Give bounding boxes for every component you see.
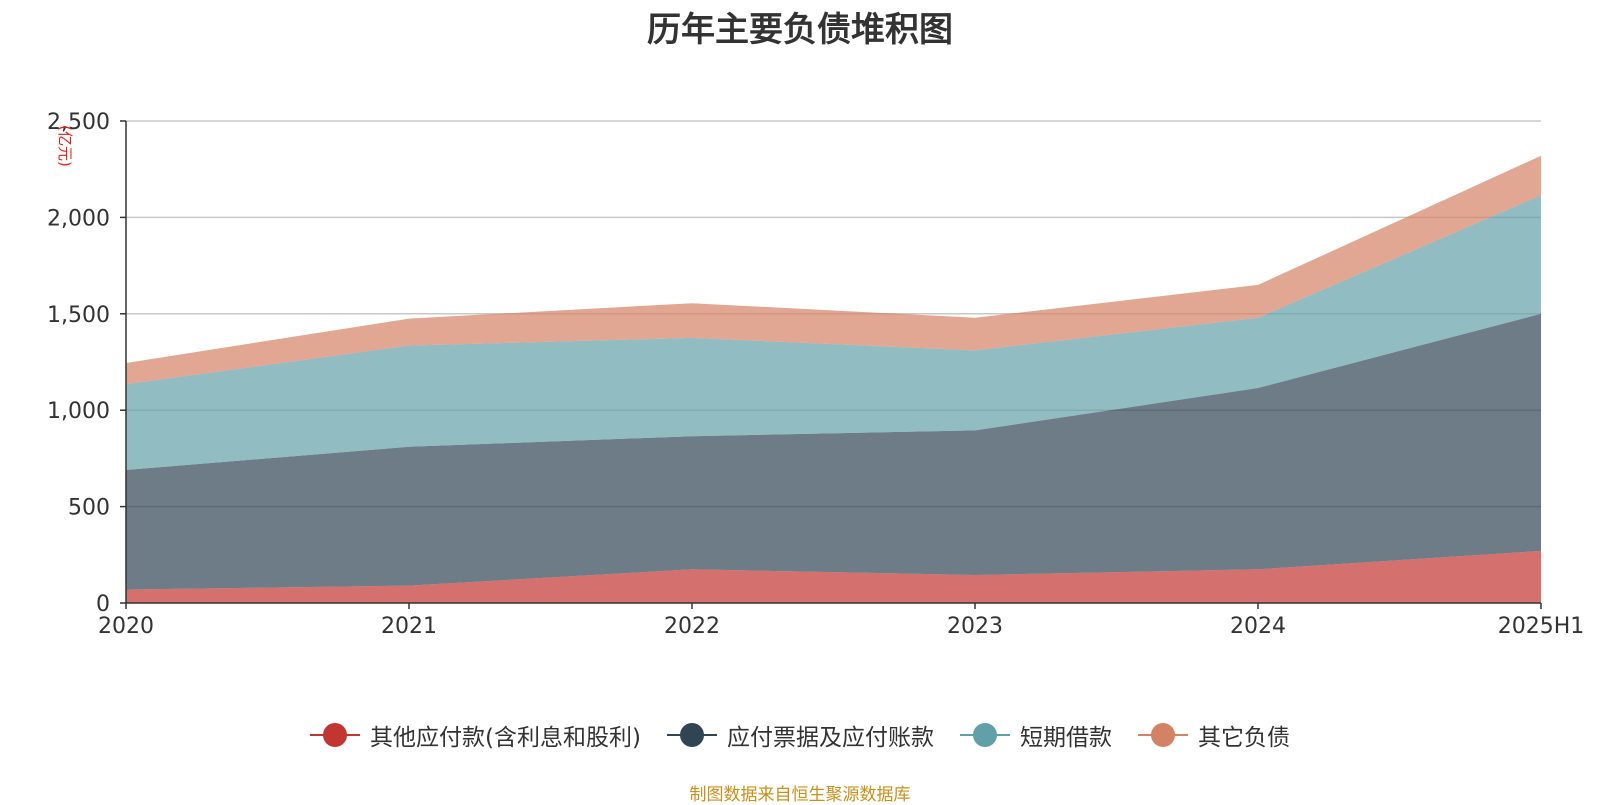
y-tick-labels: 0 500 1,000 1,500 2,000 2,500 — [47, 110, 110, 617]
y-tick-label: 0 — [96, 592, 110, 617]
axes — [120, 120, 1542, 609]
chart-title: 历年主要负债堆积图 — [647, 10, 953, 50]
legend-marker-icon — [959, 723, 1010, 747]
y-tick-label: 1,500 — [47, 303, 110, 328]
y-tick-label: 2,500 — [47, 110, 110, 135]
legend-item[interactable]: 其它负债 — [1137, 718, 1290, 752]
y-tick-label: 2,000 — [47, 206, 110, 231]
source-note: 制图数据来自恒生聚源数据库 — [689, 785, 911, 805]
legend-label: 应付票据及应付账款 — [726, 725, 934, 751]
y-tick-label: 500 — [68, 496, 110, 521]
area-series-0 — [126, 550, 1541, 603]
series-areas — [126, 155, 1541, 603]
x-tick-label: 2020 — [98, 614, 154, 639]
y-tick-label: 1,000 — [47, 399, 110, 424]
x-tick-label: 2022 — [664, 614, 720, 639]
legend-label: 其他应付款(含利息和股利) — [370, 725, 641, 751]
x-tick-label: 2021 — [381, 614, 437, 639]
x-tick-label: 2024 — [1230, 614, 1286, 639]
legend-marker-icon — [1137, 723, 1188, 747]
area-series-1 — [126, 313, 1541, 590]
legend-item[interactable]: 应付票据及应付账款 — [666, 718, 934, 752]
x-tick-labels: 2020 2021 2022 2023 2024 2025H1 — [98, 614, 1584, 639]
y-unit-label: (亿元) — [56, 125, 74, 167]
legend-item[interactable]: 短期借款 — [959, 718, 1112, 752]
x-tick-label: 2023 — [947, 614, 1003, 639]
legend-label: 其它负债 — [1197, 725, 1290, 751]
legend-marker-icon — [310, 723, 361, 747]
area-series-3 — [126, 155, 1541, 385]
x-tick-label: 2025H1 — [1498, 614, 1585, 639]
legend-label: 短期借款 — [1019, 725, 1112, 751]
legend-marker-icon — [666, 723, 717, 747]
legend-item[interactable]: 其他应付款(含利息和股利) — [310, 718, 641, 752]
area-series-2 — [126, 195, 1541, 470]
legend: 其他应付款(含利息和股利) 应付票据及应付账款 短期借款 其它负债 — [0, 718, 1600, 752]
